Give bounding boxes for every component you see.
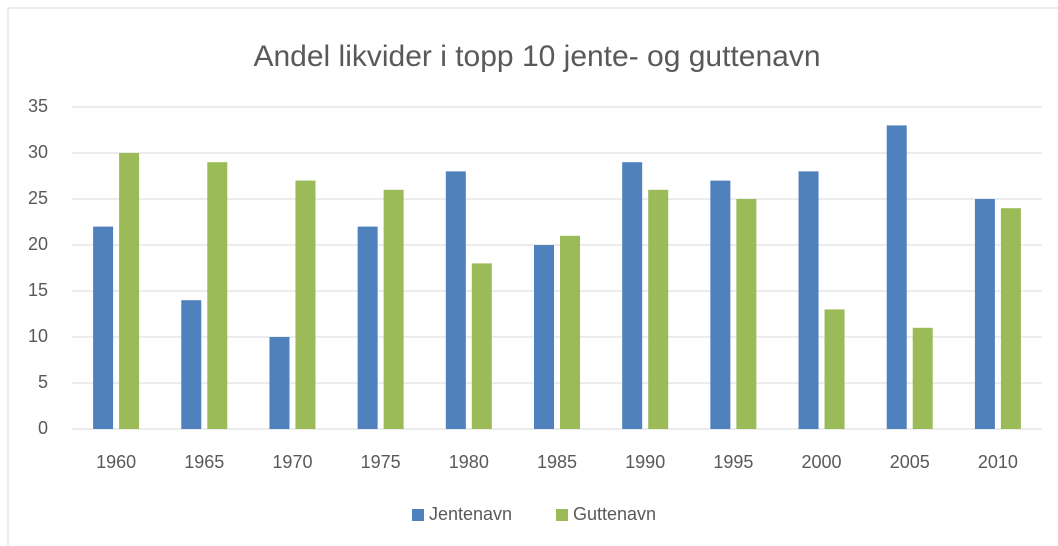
y-tick-label: 15 <box>28 280 48 300</box>
legend-label: Guttenavn <box>573 504 656 524</box>
y-tick-label: 30 <box>28 142 48 162</box>
y-tick-label: 10 <box>28 326 48 346</box>
x-tick-label: 1975 <box>361 452 401 472</box>
x-tick-label: 1960 <box>96 452 136 472</box>
chart-title: Andel likvider i topp 10 jente- og gutte… <box>253 40 820 73</box>
x-tick-label: 1970 <box>272 452 312 472</box>
x-tick-label: 2000 <box>802 452 842 472</box>
bar <box>119 153 140 429</box>
x-tick-label: 2005 <box>890 452 930 472</box>
bar <box>886 125 907 430</box>
bar <box>622 162 643 429</box>
bar <box>445 171 466 429</box>
bar <box>357 226 378 429</box>
bar <box>798 171 819 429</box>
bar <box>471 263 492 429</box>
bar <box>912 327 933 429</box>
x-tick-label: 1990 <box>625 452 665 472</box>
bar <box>93 226 114 429</box>
bar <box>560 235 580 429</box>
bar <box>648 189 669 429</box>
bar <box>974 199 995 429</box>
y-tick-label: 20 <box>28 234 48 254</box>
x-tick-label: 2010 <box>978 452 1018 472</box>
bar <box>181 300 202 429</box>
x-tick-label: 1980 <box>449 452 489 472</box>
bar <box>295 180 316 429</box>
x-tick-label: 1965 <box>184 452 224 472</box>
legend-swatch <box>412 509 424 521</box>
bar <box>207 162 228 429</box>
y-tick-label: 35 <box>28 96 48 116</box>
x-tick-label: 1985 <box>537 452 577 472</box>
legend-label: Jentenavn <box>429 504 512 524</box>
bar <box>1000 208 1021 429</box>
bar <box>824 309 845 429</box>
legend-swatch <box>556 509 568 521</box>
y-tick-label: 0 <box>38 418 48 438</box>
bar <box>269 337 290 429</box>
bar <box>383 189 404 429</box>
y-tick-label: 25 <box>28 188 48 208</box>
bar <box>736 199 757 429</box>
y-tick-label: 5 <box>38 372 48 392</box>
bar <box>534 245 554 429</box>
x-tick-label: 1995 <box>713 452 753 472</box>
bar <box>710 180 731 429</box>
